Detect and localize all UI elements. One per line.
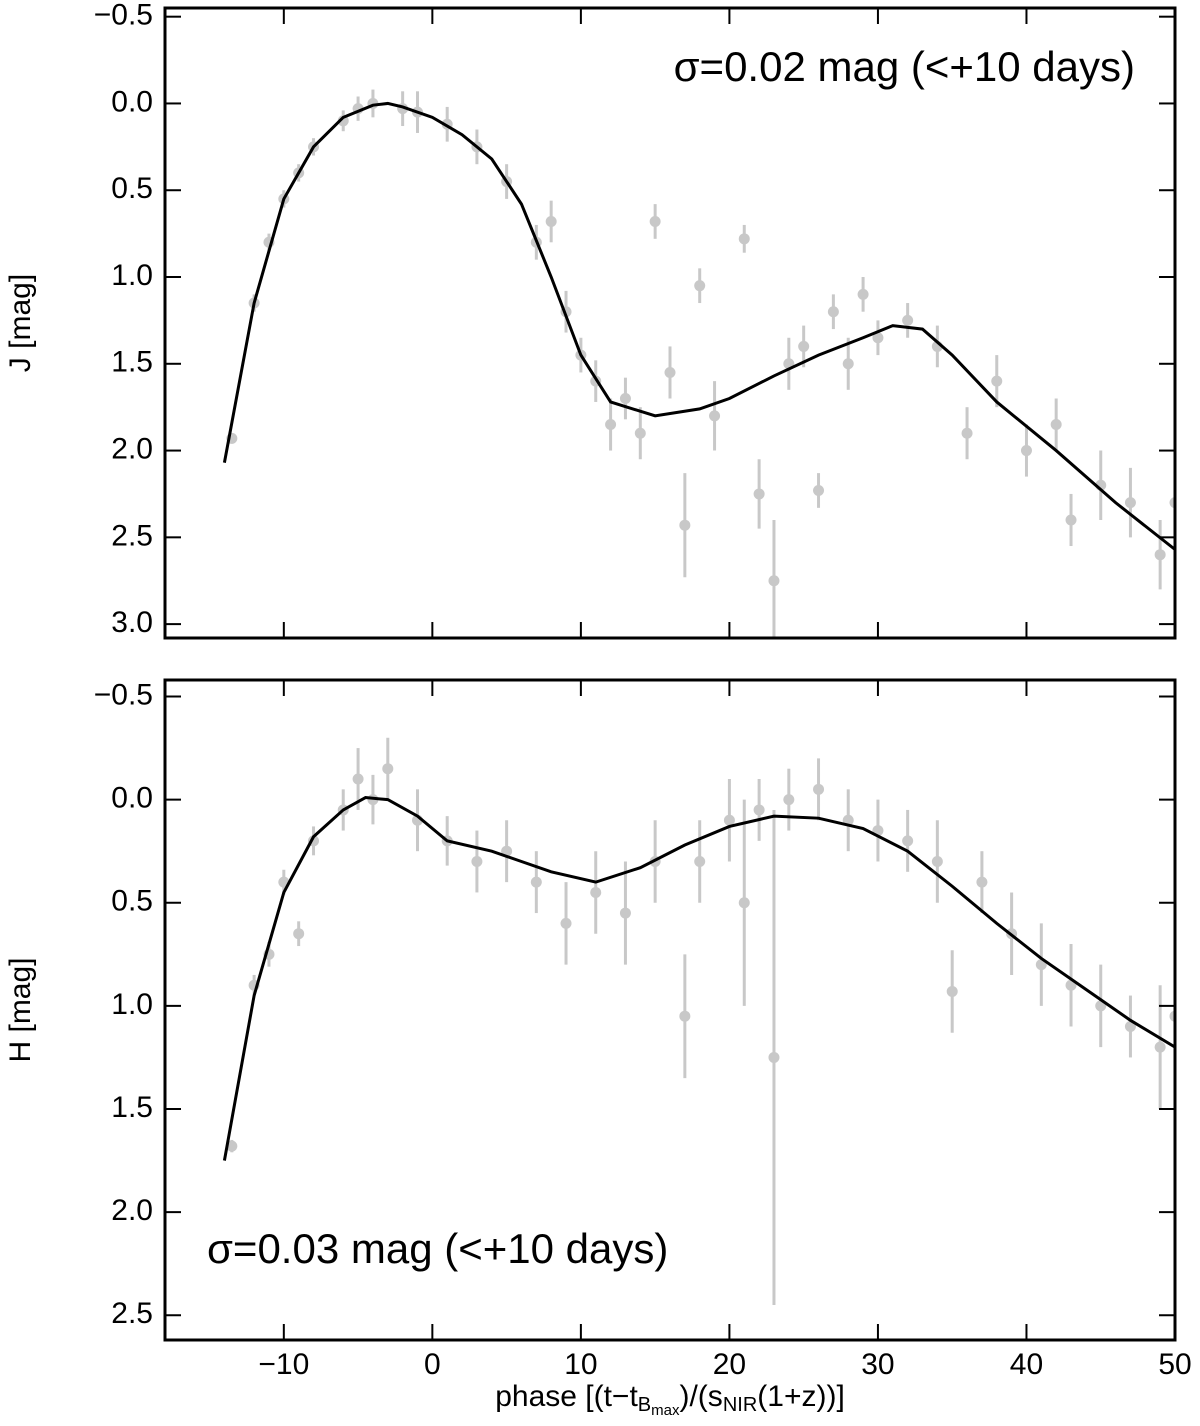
y-axis-title: J [mag] — [4, 274, 37, 372]
data-point — [352, 773, 364, 785]
x-tick-label: 40 — [1010, 1348, 1043, 1381]
data-point — [694, 856, 706, 867]
data-point — [293, 928, 305, 940]
data-point — [1154, 1041, 1166, 1053]
data-point — [991, 375, 1003, 387]
data-point — [946, 985, 958, 997]
data-point — [694, 280, 706, 292]
data-point — [738, 897, 750, 909]
x-axis-title-part: B — [638, 1394, 651, 1416]
y-tick-label: 0.5 — [111, 172, 153, 205]
plot-area — [222, 89, 1175, 638]
x-axis-title-part: phase [(t−t — [495, 1380, 638, 1413]
y-tick-label: 2.5 — [111, 519, 153, 552]
x-tick-label: 30 — [861, 1348, 894, 1381]
x-tick-label: 0 — [424, 1348, 441, 1381]
data-point — [530, 876, 542, 888]
data-point — [471, 856, 483, 867]
data-point — [1124, 1021, 1136, 1032]
data-point — [1020, 445, 1032, 457]
y-tick-label: 2.5 — [111, 1297, 153, 1330]
plot-area — [222, 737, 1175, 1305]
data-point — [226, 1140, 238, 1152]
data-point — [605, 419, 617, 431]
data-point — [902, 314, 914, 326]
y-tick-label: 1.0 — [111, 259, 153, 292]
x-tick-label: −10 — [258, 1348, 309, 1381]
data-point — [590, 886, 602, 898]
data-point — [842, 358, 854, 370]
data-point — [560, 917, 572, 929]
data-point — [827, 306, 839, 318]
y-tick-label: 2.0 — [111, 432, 153, 465]
x-axis-title: phase [(t−tBmax)/(sNIR(1+z))] — [495, 1380, 845, 1419]
data-point — [961, 427, 973, 439]
data-point — [664, 366, 676, 378]
data-point — [872, 332, 884, 344]
data-point — [1065, 514, 1077, 526]
y-tick-label: 2.0 — [111, 1194, 153, 1227]
data-point — [679, 1010, 691, 1022]
data-point — [738, 233, 750, 245]
data-point — [1124, 497, 1136, 509]
x-tick-label: 50 — [1158, 1348, 1191, 1381]
axis-frame — [163, 678, 1177, 1342]
x-tick-label: 20 — [713, 1348, 746, 1381]
x-axis-title-part: NIR — [723, 1394, 757, 1416]
data-point — [753, 488, 765, 500]
data-point — [709, 410, 721, 422]
data-point — [798, 340, 810, 352]
y-tick-label: −0.5 — [94, 0, 153, 32]
y-tick-label: 1.5 — [111, 346, 153, 379]
data-point — [768, 1051, 780, 1063]
y-tick-label: 0.0 — [111, 85, 153, 118]
data-point — [783, 794, 795, 806]
y-tick-label: 1.0 — [111, 988, 153, 1021]
y-tick-label: 0.5 — [111, 885, 153, 918]
y-axis-title: H [mag] — [4, 957, 37, 1062]
axis-frame — [163, 6, 1177, 640]
data-point — [382, 763, 394, 775]
data-point — [768, 575, 780, 587]
template-curve — [222, 796, 1175, 1161]
data-point — [649, 215, 661, 227]
y-tick-label: 1.5 — [111, 1091, 153, 1124]
data-point — [634, 427, 646, 439]
y-tick-label: −0.5 — [94, 678, 153, 711]
annotation: σ=0.03 mag (<+10 days) — [207, 1225, 668, 1272]
data-point — [545, 215, 557, 227]
data-point — [619, 392, 631, 404]
annotation: σ=0.02 mag (<+10 days) — [674, 43, 1135, 90]
data-point — [976, 876, 988, 888]
data-point — [931, 856, 943, 867]
data-point — [1050, 419, 1062, 431]
data-point — [902, 835, 914, 847]
data-point — [619, 907, 631, 919]
template-curve — [222, 101, 1175, 551]
data-point — [679, 519, 691, 531]
x-tick-label: 10 — [564, 1348, 597, 1381]
data-point — [813, 783, 825, 795]
y-tick-label: 0.0 — [111, 782, 153, 815]
x-axis-title-part: max — [651, 1402, 680, 1419]
data-point — [813, 484, 825, 496]
y-tick-label: 3.0 — [111, 606, 153, 639]
data-point — [857, 288, 869, 300]
data-point — [1154, 549, 1166, 561]
data-point — [753, 804, 765, 816]
x-axis-title-part: )/(s — [679, 1380, 722, 1413]
data-point — [723, 814, 735, 826]
x-axis-title-part: (1+z))] — [757, 1380, 845, 1413]
